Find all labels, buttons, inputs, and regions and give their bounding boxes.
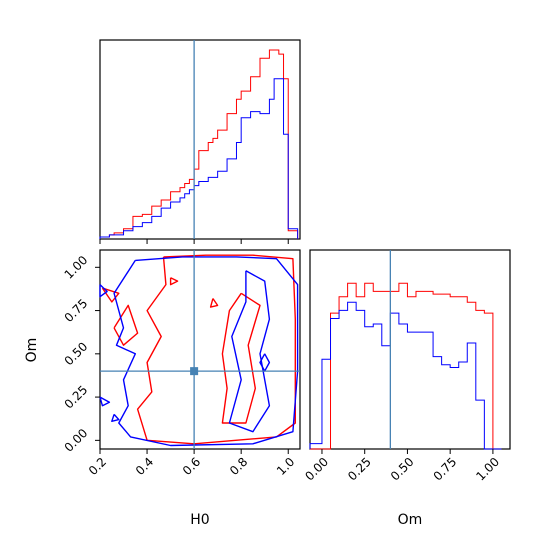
contour-red-line-1: [221, 292, 261, 424]
contour-y-tick-label: 0.50: [62, 339, 91, 368]
contour-x-tick-label: 0.2: [86, 455, 109, 478]
contour-y-label: Om: [24, 338, 40, 363]
histogram-om-x-label: Om: [398, 512, 423, 528]
contour-x-tick-label: 1.0: [274, 455, 297, 478]
contour-x-ticks: 0.2 0.4 0.6 0.8 1.0: [86, 449, 297, 478]
contour-y-tick-label: 1.00: [62, 253, 91, 282]
contour-blue-line-9: [111, 413, 120, 422]
contour-blue-line-8: [99, 396, 111, 407]
contour-red-line-4: [209, 298, 219, 308]
contour-x-tick-label: 0.8: [227, 455, 250, 478]
contour-red-line-2: [113, 304, 139, 346]
contour-frame: [99, 249, 301, 450]
contour-x-label: H0: [190, 512, 209, 528]
contour-blue-line-6: [113, 256, 299, 447]
contour-blue-line-10: [99, 284, 108, 298]
histogram-om-marks: [309, 250, 502, 450]
histogram-h0-panel: [99, 39, 301, 244]
histogram-hist-Om-blue-series: [309, 301, 502, 450]
contour-red-line-5: [169, 277, 179, 286]
histogram-om-panel: 0.00 0.25 0.50 0.75 1.00 Om: [302, 249, 511, 528]
truth-point-marker: [190, 367, 199, 376]
histogram-om-x-tick-label: 0.25: [345, 455, 374, 484]
contour-blue-line-7: [228, 270, 271, 433]
histogram-hist-H0-red-series: [99, 49, 299, 239]
contour-y-tick-label: 0.75: [62, 296, 91, 325]
contour-h0-om-panel: 0.2 0.4 0.6 0.8 1.0 0.000.250.500.751.00 H0 …: [24, 249, 301, 528]
histogram-h0-ticks: [99, 239, 289, 244]
contour-marks: [99, 250, 300, 449]
histogram-h0-marks: [99, 40, 299, 239]
histogram-om-frame: [309, 249, 511, 450]
contour-x-tick-label: 0.6: [180, 455, 203, 478]
contour-red-line-0: [136, 254, 296, 445]
contour-x-tick-label: 0.4: [133, 455, 156, 478]
contour-y-ticks: 0.00 0.25 0.50 0.75 1.00: [62, 253, 100, 455]
histogram-hist-H0-blue-series: [99, 78, 299, 239]
histogram-om-x-ticks: 0.00 0.25 0.50 0.75 1.00: [302, 449, 502, 483]
histogram-om-x-tick-label: 0.50: [388, 455, 417, 484]
contour-y-tick-label: 0.00: [62, 426, 91, 455]
histogram-h0-frame: [99, 39, 301, 240]
histogram-om-x-tick-label: 0.00: [302, 455, 331, 484]
histogram-om-x-tick-label: 1.00: [473, 455, 502, 484]
histogram-hist-Om-red-series: [310, 282, 502, 450]
histogram-om-x-tick-label: 0.75: [431, 455, 460, 484]
contour-y-tick-label: 0.25: [62, 383, 91, 412]
